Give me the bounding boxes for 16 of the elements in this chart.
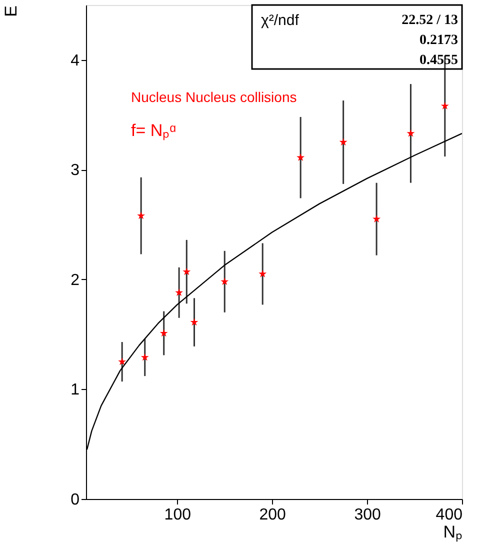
y-tick-label: 3 — [70, 162, 80, 180]
annotation: f= Nₚᵅ — [131, 121, 176, 141]
x-axis-title: Nₚ — [443, 522, 462, 542]
annotation: Nucleus Nucleus collisions — [131, 89, 297, 105]
x-tick-label: 200 — [259, 506, 286, 524]
y-tick-label: 4 — [70, 52, 80, 70]
y-axis-title: E — [2, 6, 21, 17]
y-tick-label: 1 — [70, 382, 80, 399]
x-tick-label: 400 — [436, 506, 463, 524]
y-tick-label: 2 — [70, 272, 80, 289]
annotation: 22.52 / 13 — [402, 13, 458, 28]
x-tick-label: 100 — [164, 506, 192, 524]
x-tick-label: 300 — [354, 506, 381, 524]
annotation: 0.2173 — [420, 33, 458, 48]
annotation: χ²/ndf — [261, 12, 300, 29]
y-tick-label: 0 — [70, 492, 80, 508]
